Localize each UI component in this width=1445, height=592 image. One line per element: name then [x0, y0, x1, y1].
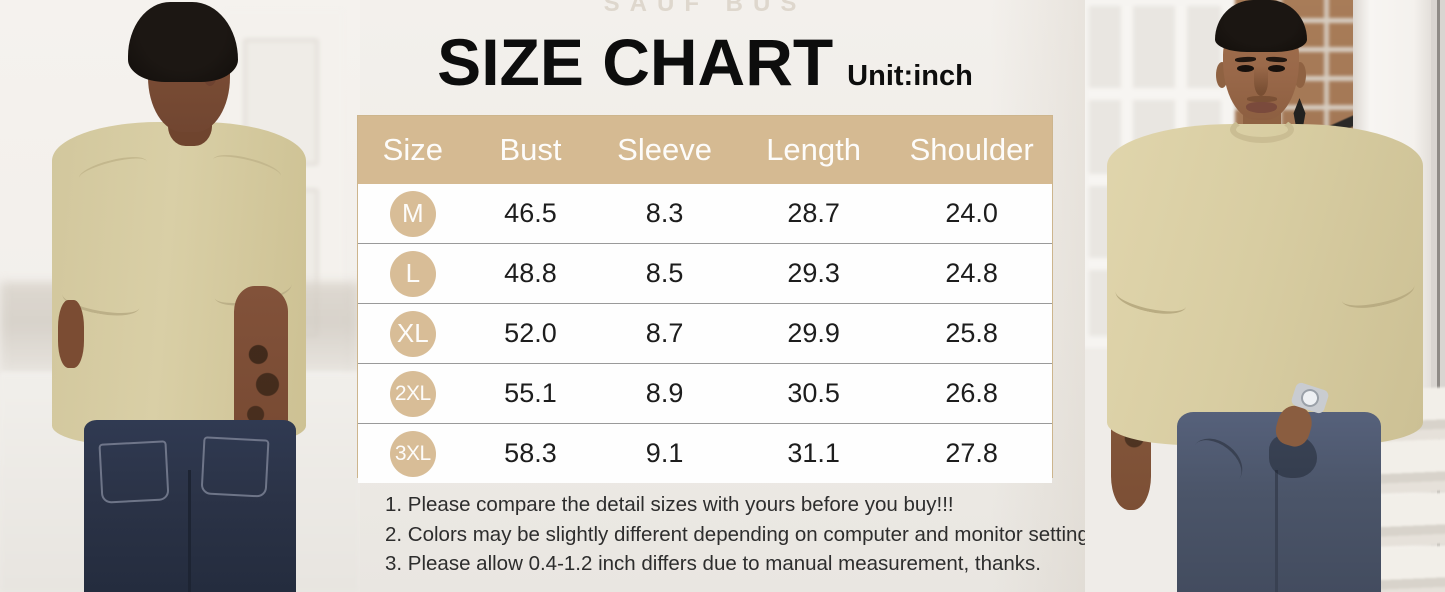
bust-value: 55.1	[504, 378, 557, 408]
note-line: 2. Colors may be slightly different depe…	[385, 522, 1105, 546]
background-signage: SAUF BUS	[603, 0, 807, 17]
table-row: 3XL 58.3 9.1 31.1 27.8	[358, 423, 1052, 483]
model-eye	[1237, 65, 1254, 72]
shoulder-value: 26.8	[945, 378, 998, 408]
bust-value: 48.8	[504, 258, 557, 288]
watch-face	[1298, 386, 1322, 410]
jeans-fly-seam	[1275, 470, 1278, 592]
sleeve-value: 9.1	[645, 438, 684, 468]
jeans-center-seam	[188, 470, 191, 592]
model-hair	[1215, 0, 1307, 52]
table-row: M 46.5 8.3 28.7 24.0	[358, 184, 1052, 243]
jeans-back	[84, 420, 296, 592]
size-badge: L	[389, 250, 436, 297]
model-eye	[1268, 65, 1285, 72]
note-line: 1. Please compare the detail sizes with …	[385, 493, 954, 516]
model-left-arm	[58, 300, 84, 368]
model-hair	[128, 2, 238, 82]
header-sleeve: Sleeve	[617, 132, 712, 167]
length-value: 28.7	[787, 198, 840, 228]
unit-label: Unit:inch	[847, 60, 973, 92]
size-badge: 3XL	[389, 430, 436, 477]
model-lips	[1246, 102, 1277, 113]
title-row: SIZE CHART Unit:inch	[357, 24, 1053, 100]
wall-edge-line	[1437, 0, 1440, 592]
header-length: Length	[766, 132, 862, 167]
header-bust: Bust	[499, 132, 562, 167]
bust-value: 46.5	[504, 198, 557, 228]
model-nose	[1254, 66, 1268, 96]
length-value: 30.5	[787, 378, 840, 408]
table-row: 2XL 55.1 8.9 30.5 26.8	[358, 363, 1052, 423]
tshirt-collar	[1230, 116, 1294, 143]
notes-list: 1. Please compare the detail sizes with …	[385, 490, 1105, 579]
bust-value: 52.0	[504, 318, 557, 348]
size-badge: XL	[389, 310, 436, 357]
table-header-row: Size Bust Sleeve Length Shoulder	[358, 116, 1052, 184]
mustache-shadow	[1247, 96, 1277, 102]
left-model-photo	[0, 0, 360, 592]
header-shoulder: Shoulder	[909, 132, 1034, 167]
bust-value: 58.3	[504, 438, 557, 468]
shoulder-value: 25.8	[945, 318, 998, 348]
page-title: SIZE CHART	[437, 25, 834, 99]
length-value: 31.1	[787, 438, 840, 468]
size-chart-panel: SAUF BUS SIZE CHART Unit:inch Size Bust …	[357, 0, 1105, 592]
size-badge: 2XL	[389, 370, 436, 417]
jeans-back-pocket	[200, 436, 270, 498]
railing-finial	[1293, 98, 1306, 132]
shoulder-value: 24.0	[945, 198, 998, 228]
length-value: 29.3	[787, 258, 840, 288]
sleeve-value: 8.9	[645, 378, 684, 408]
shoulder-value: 24.8	[945, 258, 998, 288]
header-size: Size	[382, 132, 443, 167]
size-table: Size Bust Sleeve Length Shoulder M 46.5 …	[357, 115, 1053, 483]
jeans-pocket-stitch	[1182, 429, 1252, 495]
jeans-back-pocket	[98, 440, 170, 504]
table-row: XL 52.0 8.7 29.9 25.8	[358, 303, 1052, 363]
right-model-photo	[1085, 0, 1445, 592]
shoulder-value: 27.8	[945, 438, 998, 468]
length-value: 29.9	[787, 318, 840, 348]
size-badge: M	[389, 190, 436, 237]
tshirt-front	[1107, 124, 1423, 445]
sleeve-value: 8.3	[645, 198, 684, 228]
note-line: 3. Please allow 0.4-1.2 inch differs due…	[385, 552, 1041, 575]
sleeve-value: 8.5	[645, 258, 684, 288]
sleeve-value: 8.7	[645, 318, 684, 348]
table-row: L 48.8 8.5 29.3 24.8	[358, 243, 1052, 303]
window-muntin	[1089, 88, 1221, 100]
